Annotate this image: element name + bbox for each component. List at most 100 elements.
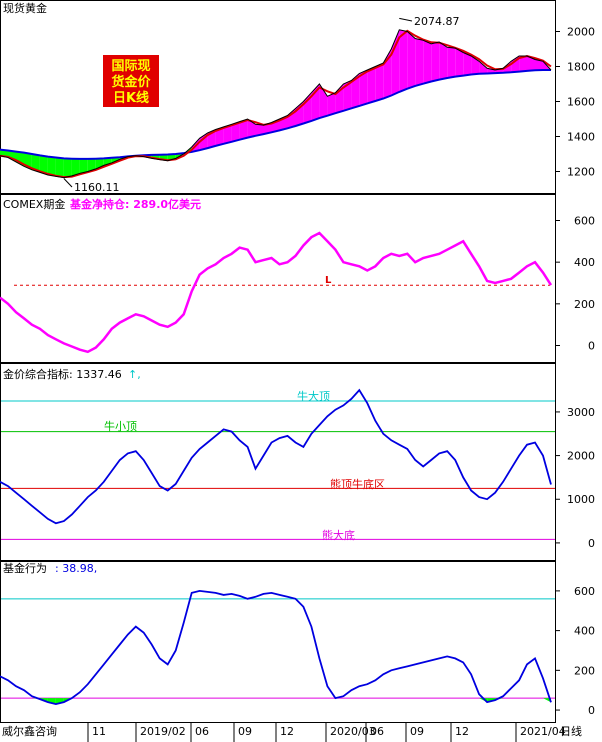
- gold-fill-above: [407, 31, 416, 89]
- gold-fill-below: [47, 156, 56, 177]
- panel-frame: [0, 0, 556, 194]
- high-pointer: [399, 17, 413, 22]
- x-tick-label: 06: [195, 725, 209, 738]
- gold-fill-above: [255, 124, 264, 136]
- gold-fill-above: [439, 42, 448, 80]
- gold-fill-above: [391, 29, 400, 96]
- y-tick-label: 1600: [567, 96, 595, 109]
- gold-low-label: 1160.11: [74, 181, 120, 194]
- x-tick-label: 12: [455, 725, 469, 738]
- gold-fill-above: [343, 80, 352, 111]
- level-label-bull-top: 牛大顶: [297, 389, 330, 403]
- fund-value: : 38.98,: [55, 562, 97, 575]
- x-tick-label: 11: [92, 725, 106, 738]
- gold-fill-above: [319, 84, 328, 119]
- footer-source: 威尔鑫咨询: [2, 724, 57, 738]
- gold-price-badge: 国际现 货金价 日K线: [103, 55, 159, 107]
- gold-fill-above: [367, 66, 376, 104]
- gold-fill-below: [39, 155, 48, 175]
- y-tick-label: 0: [588, 340, 595, 353]
- gold-fill-above: [247, 119, 256, 138]
- gold-fill-above: [519, 56, 527, 72]
- gold-fill-below: [63, 158, 72, 178]
- gold-fill-below: [87, 158, 96, 172]
- gold-fill-below: [103, 157, 112, 166]
- x-tick-label: 2019/02: [140, 725, 186, 738]
- comex-net-position-line: [0, 231, 553, 354]
- y-tick-label: 2000: [567, 450, 595, 463]
- y-tick-label: 400: [574, 625, 595, 638]
- x-tick-label: 06: [370, 725, 384, 738]
- y-tick-label: 600: [574, 215, 595, 228]
- gold-fill-above: [431, 42, 440, 82]
- fund-fill-below: [543, 698, 551, 703]
- gold-fill-above: [215, 126, 224, 146]
- gold-price-line: [0, 29, 552, 179]
- gold-fill-above: [415, 38, 424, 86]
- gold-fill-below: [71, 158, 80, 176]
- y-tick-label: 3000: [567, 406, 595, 419]
- gold-fill-above: [239, 119, 248, 140]
- y-tick-label: 0: [588, 704, 595, 717]
- index-panel-title: 金价综合指标: 1337.46: [3, 367, 122, 381]
- gold-fill-above: [327, 92, 336, 116]
- gold-fill-above: [527, 56, 535, 71]
- low-pointer: [63, 178, 73, 188]
- y-tick-label: 1800: [567, 61, 595, 74]
- index-title-suffix: ↑,: [128, 368, 141, 381]
- badge-line-2: 货金价: [111, 74, 151, 90]
- y-tick-label: 1200: [567, 166, 595, 179]
- badge-line-1: 国际现: [111, 59, 150, 74]
- y-tick-label: 1000: [567, 493, 595, 506]
- fund-behaviour-line: [0, 589, 552, 706]
- y-tick-label: 600: [574, 585, 595, 598]
- gold-fill-above: [303, 92, 312, 124]
- x-tick-label: 12: [280, 725, 294, 738]
- level-label-bear-bottom: 熊大底: [322, 528, 355, 542]
- level-label-bear-top-bull-bottom: 熊顶牛底区: [330, 477, 385, 491]
- gold-fill-above: [447, 47, 456, 78]
- y-tick-label: 200: [574, 298, 595, 311]
- panel-frame: [0, 194, 556, 363]
- gold-high-label: 2074.87: [414, 15, 460, 28]
- chart-marks: 1200140016001800200002004006000100020003…: [0, 17, 595, 717]
- comex-line-label: L: [325, 275, 332, 286]
- gold-panel-title: 现货黄金: [3, 1, 47, 15]
- comex-subtitle: 基金净持仓: 289.0亿美元: [69, 197, 201, 211]
- gold-ma-fast-line: [0, 29, 552, 179]
- y-tick-label: 1400: [567, 131, 595, 144]
- y-tick-label: 0: [588, 537, 595, 550]
- badge-line-3: 日K线: [113, 90, 149, 106]
- panel-frame: [0, 561, 556, 723]
- gold-fill-above: [295, 101, 304, 126]
- index-line: [0, 388, 552, 525]
- gold-fill-above: [351, 73, 360, 109]
- gold-fill-above: [471, 56, 480, 75]
- y-tick-label: 200: [574, 664, 595, 677]
- gold-fill-below: [55, 157, 64, 178]
- gold-fill-above: [399, 29, 408, 92]
- gold-fill-above: [423, 40, 432, 84]
- gold-fill-below: [31, 154, 40, 173]
- gold-fill-above: [455, 48, 464, 77]
- gold-fill-above: [535, 59, 543, 71]
- footer-period: 日线: [560, 724, 582, 738]
- gold-fill-above: [231, 121, 240, 142]
- y-tick-label: 400: [574, 256, 595, 269]
- gold-fill-above: [463, 52, 472, 76]
- y-tick-label: 2000: [567, 26, 595, 39]
- gold-fill-above: [223, 124, 232, 144]
- gold-ma-slow-line: [0, 69, 551, 160]
- gold-fill-above: [359, 70, 368, 106]
- x-tick-label: 09: [410, 725, 424, 738]
- level-label-bull-minor-top: 牛小顶: [104, 419, 137, 433]
- x-tick-label: 2020/03: [330, 725, 376, 738]
- gold-fill-above: [479, 61, 488, 74]
- gold-fill-above: [375, 63, 384, 101]
- comex-panel-title: COMEX期金: [3, 197, 65, 211]
- x-tick-label: 2021/04: [520, 725, 566, 738]
- fund-panel-title: 基金行为: [3, 561, 47, 575]
- gold-fill-below: [79, 158, 88, 174]
